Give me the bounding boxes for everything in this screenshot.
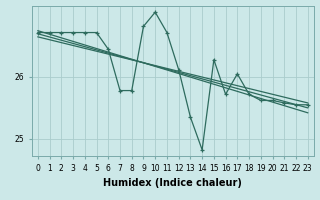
X-axis label: Humidex (Indice chaleur): Humidex (Indice chaleur) [103,178,242,188]
